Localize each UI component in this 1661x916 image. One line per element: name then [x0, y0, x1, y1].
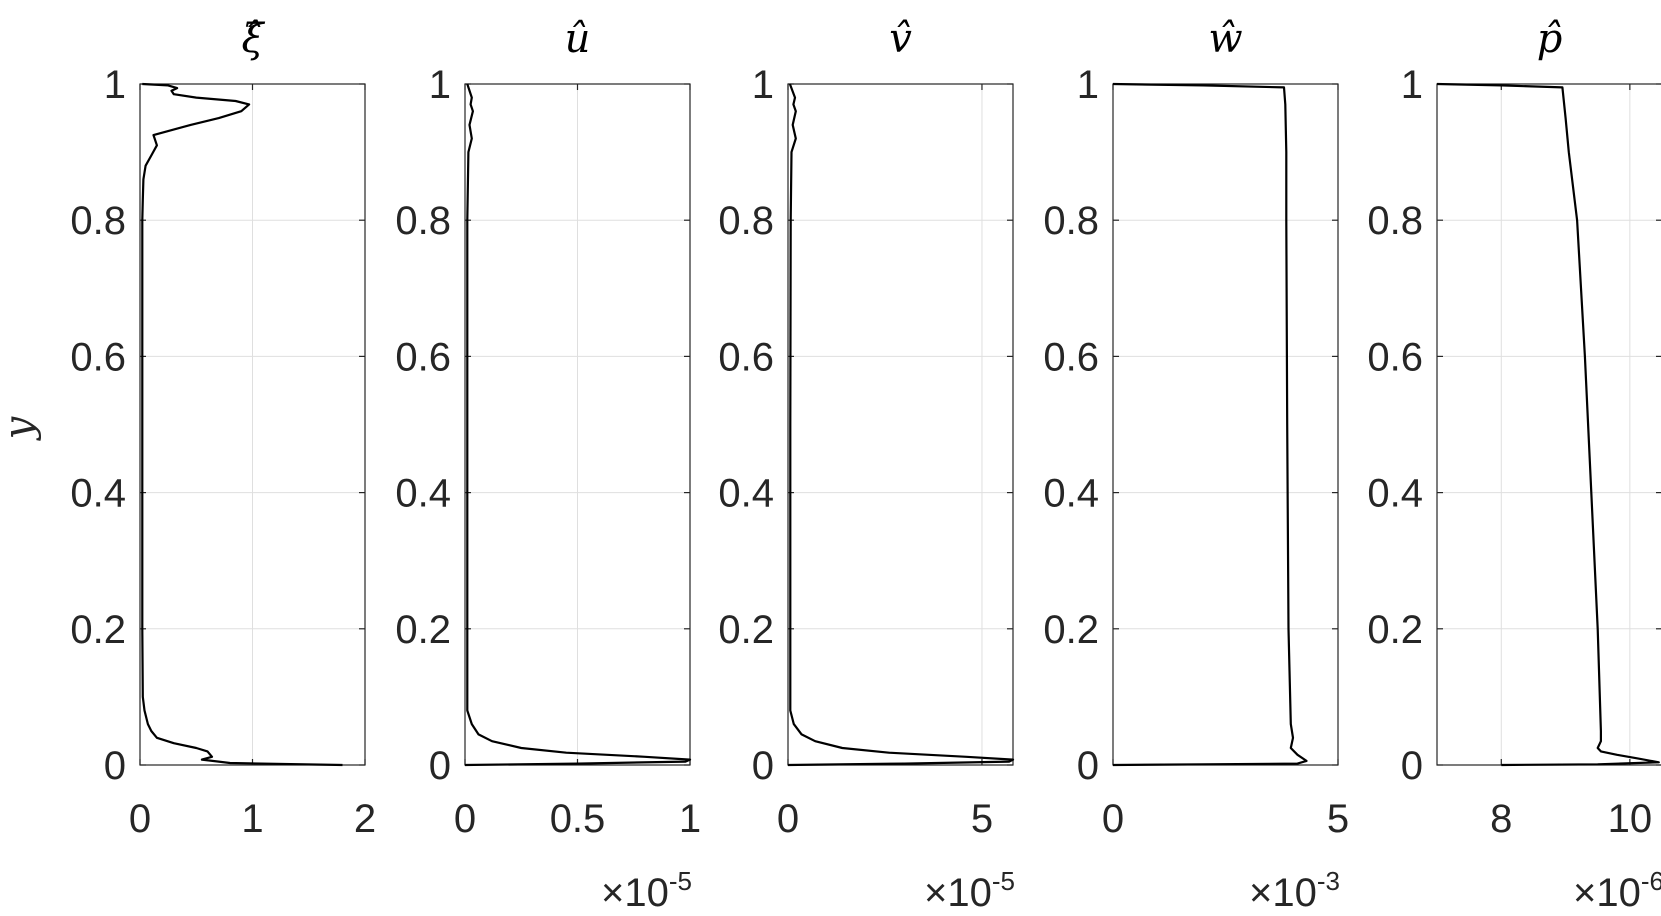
y-tick-label: 0.6	[70, 335, 126, 379]
series-line	[464, 83, 692, 767]
y-tick-label: 0.6	[395, 335, 451, 379]
subplot-4: 0 5 0 0.2 0.4 0.6 0.8 1 ŵ ×10-3	[1043, 16, 1349, 915]
y-tick-label: 0	[1077, 744, 1099, 788]
x-axis-multiplier: ×10-6	[1573, 866, 1661, 915]
series-line	[787, 83, 1015, 767]
subplot-title: ŵ	[1208, 16, 1242, 62]
subplot-5: 8 10 0 0.2 0.4 0.6 0.8 1 p̂ ×10-6	[1367, 16, 1661, 915]
x-axis-multiplier: ×10-3	[1249, 866, 1340, 915]
x-tick-label: 0	[129, 797, 151, 841]
panels: 0 1 200.20.40.60.81ξ̂0 0.5 100.20.40.60.81û×…	[70, 16, 1661, 915]
series-line	[1436, 82, 1660, 767]
y-tick-label: 0.8	[718, 199, 774, 243]
x-axis-multiplier: ×10-5	[924, 866, 1015, 915]
y-tick-label: 0.8	[70, 199, 126, 243]
x-tick-label: 2	[354, 797, 376, 841]
x-tick-label: 0	[1102, 797, 1124, 841]
y-tick-label: 0.8	[1043, 199, 1099, 243]
y-tick-label: 0.4	[395, 472, 451, 516]
axes-box	[787, 83, 1014, 766]
y-tick-label: 0	[104, 744, 126, 788]
subplot-3: 0 5 0 0.2 0.4 0.6 0.8 1 v̂ ×10-5	[718, 16, 1015, 915]
y-axis-label: y	[0, 415, 42, 441]
y-tick-label: 0.4	[70, 472, 126, 516]
subplot-title: v̂	[889, 16, 912, 62]
y-tick-label: 0.4	[1043, 472, 1099, 516]
y-tick-label: 0	[1401, 744, 1423, 788]
y-tick-label: 0.4	[718, 472, 774, 516]
subplot-1: 0 1 2 0 0.2 0.4 0.6 0.8 1 ξ̂	[70, 16, 376, 841]
y-tick-label: 0.6	[718, 335, 774, 379]
y-tick-label: 0.8	[1367, 199, 1423, 243]
y-tick-label: 0	[752, 744, 774, 788]
x-tick-label: 5	[1327, 797, 1349, 841]
x-tick-label: 0	[454, 797, 476, 841]
y-tick-label: 0.2	[1043, 608, 1099, 652]
y-tick-label: 0.6	[1367, 335, 1423, 379]
subplot-title: ξ̂	[241, 16, 265, 62]
subplot-title: û	[565, 16, 591, 62]
x-tick-label: 0.5	[550, 797, 606, 841]
y-tick-label: 0.2	[718, 608, 774, 652]
y-tick-label: 1	[429, 63, 451, 107]
x-tick-label: 8	[1490, 797, 1512, 841]
y-tick-label: 0.4	[1367, 472, 1423, 516]
y-tick-label: 0	[429, 744, 451, 788]
x-tick-label: 0	[777, 797, 799, 841]
y-tick-label: 1	[1077, 63, 1099, 107]
axes-box	[1112, 83, 1339, 766]
y-tick-label: 0.8	[395, 199, 451, 243]
y-tick-label: 1	[104, 63, 126, 107]
x-tick-label: 5	[971, 797, 993, 841]
x-tick-label: 1	[679, 797, 701, 841]
y-tick-label: 0.2	[395, 608, 451, 652]
y-tick-label: 0.6	[1043, 335, 1099, 379]
subplot-2: 0 0.5 1 0 0.2 0.4 0.6 0.8 1 û ×10-5	[395, 16, 701, 915]
y-tick-label: 0.2	[1367, 608, 1423, 652]
series-line	[1112, 82, 1308, 767]
x-tick-label: 1	[241, 797, 263, 841]
y-tick-label: 1	[752, 63, 774, 107]
x-tick-label: 10	[1608, 797, 1653, 841]
y-tick-label: 1	[1401, 63, 1423, 107]
subplot-title: p̂	[1537, 16, 1563, 62]
axes-box	[1436, 83, 1661, 766]
series-line	[141, 82, 343, 767]
y-tick-label: 0.2	[70, 608, 126, 652]
x-axis-multiplier: ×10-5	[601, 866, 692, 915]
